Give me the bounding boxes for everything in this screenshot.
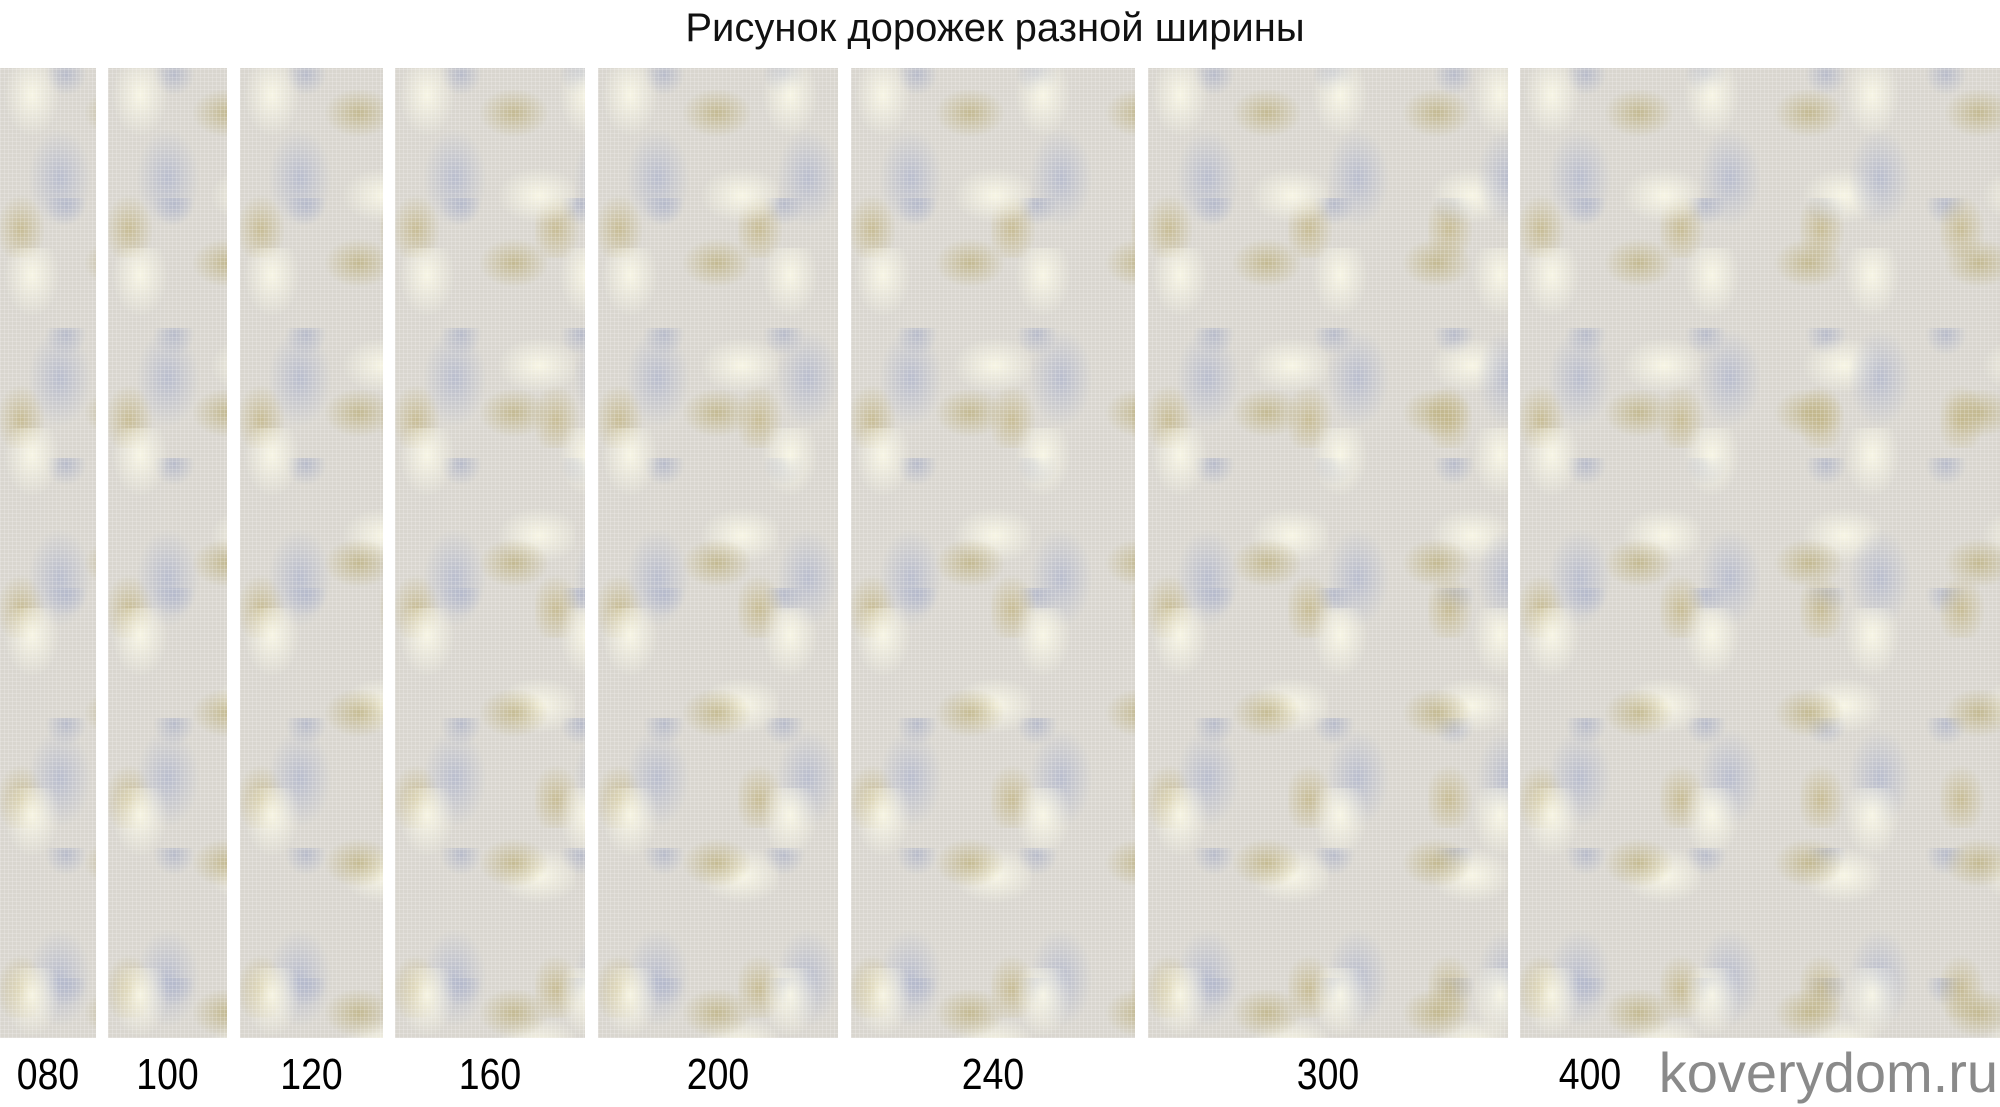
page-title: Рисунок дорожек разной ширины: [685, 6, 1305, 50]
runner-image-240: [851, 68, 1135, 1038]
runner-image-200: [598, 68, 838, 1038]
width-label: 300: [1296, 1050, 1360, 1099]
width-label: 200: [686, 1050, 750, 1099]
runner-image-400: [1520, 68, 2000, 1038]
runner-image-300: [1148, 68, 1508, 1038]
runner-image-120: [240, 68, 383, 1038]
width-label: 080: [16, 1050, 80, 1099]
width-label: 120: [280, 1050, 343, 1099]
width-label: 400: [1558, 1050, 1622, 1099]
width-label: 160: [458, 1050, 522, 1099]
watermark: koverydom.ru: [1658, 1041, 1998, 1104]
runner-image-160: [395, 68, 585, 1038]
width-label: 240: [961, 1050, 1025, 1099]
runner-image-080: [0, 68, 96, 1038]
runner-image-100: [108, 68, 227, 1038]
width-label: 100: [136, 1050, 199, 1099]
